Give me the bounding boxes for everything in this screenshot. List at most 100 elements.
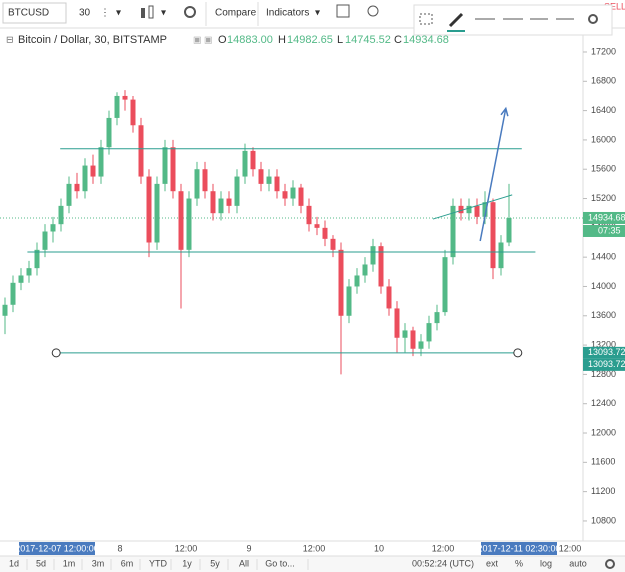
arrow-head	[500, 106, 509, 117]
settings-icon[interactable]	[184, 6, 196, 18]
candle-body	[202, 169, 208, 192]
time-label: 12:00	[303, 543, 326, 553]
candle-body	[466, 205, 472, 214]
candle-body	[154, 183, 160, 243]
legend-c: C	[394, 34, 402, 46]
price-label: 15200	[591, 193, 616, 203]
candle-body	[354, 275, 360, 287]
candle-body	[410, 330, 416, 349]
price-tag: 13093.72	[588, 347, 625, 357]
range-button[interactable]: 1d	[9, 558, 19, 568]
line-handle[interactable]	[513, 348, 523, 358]
candle-body	[266, 176, 272, 184]
sell-button[interactable]: SELL	[604, 1, 625, 11]
candle-body	[498, 242, 504, 269]
time-label: 12:00	[559, 543, 582, 553]
candle-body	[106, 117, 112, 148]
time-label: 9	[246, 543, 251, 553]
candle-body	[346, 286, 352, 316]
candle-body	[226, 198, 232, 206]
candle-body	[178, 191, 184, 250]
bulb-icon[interactable]	[367, 5, 379, 17]
bottom-bar: 1d 5d 1m 3m 6m YTD 1y 5y All Go to... 00:52:24 (UT…	[0, 555, 625, 572]
legend-buttons[interactable]: ▣ ▣	[193, 34, 213, 44]
interval[interactable]: 30	[79, 8, 91, 19]
range-button[interactable]: 5d	[36, 558, 46, 568]
time-label: 12:00	[432, 543, 455, 553]
candle-body	[50, 224, 56, 232]
price-label: 14400	[591, 252, 616, 262]
symbol[interactable]: BTCUSD	[8, 8, 49, 19]
countdown: 07:35	[598, 225, 621, 235]
candle-body	[434, 312, 440, 324]
symbol-box[interactable]	[2, 2, 67, 24]
dropdown[interactable]: ▾	[315, 8, 320, 19]
candle-body	[418, 341, 424, 349]
range-button[interactable]: 1y	[182, 558, 192, 568]
candle-body	[74, 183, 80, 192]
candle-body	[314, 224, 320, 228]
clock: 00:52:24 (UTC)	[412, 558, 474, 568]
candle-body	[10, 282, 16, 305]
candle-body	[394, 308, 400, 338]
candle-body	[426, 323, 432, 342]
option-button[interactable]: %	[515, 558, 523, 568]
candle-body	[146, 176, 152, 243]
settings-icon[interactable]	[605, 559, 615, 569]
candle-body	[194, 169, 200, 199]
candle-body	[506, 217, 512, 243]
range-button[interactable]: 1m	[63, 558, 76, 568]
price-label: 11600	[591, 457, 615, 467]
line-handle[interactable]	[51, 348, 61, 358]
price-tag: 13093.72	[588, 359, 625, 369]
more[interactable]: ⋮	[100, 8, 110, 19]
alert-icon[interactable]	[336, 4, 350, 18]
pen-icon[interactable]	[448, 12, 464, 28]
price-label: 16400	[591, 105, 616, 115]
option-button[interactable]: auto	[569, 558, 587, 568]
range-button[interactable]: YTD	[149, 558, 168, 568]
price-label: 13600	[591, 310, 616, 320]
candle-body	[130, 99, 136, 126]
candle-body	[482, 202, 488, 217]
range-button[interactable]: 3m	[92, 558, 105, 568]
range-button[interactable]: 5y	[210, 558, 220, 568]
candle-body	[330, 238, 336, 250]
candle-body	[242, 150, 248, 177]
range-button[interactable]: Go to...	[265, 558, 295, 568]
candle-icon[interactable]	[141, 5, 154, 19]
candle-body	[34, 249, 40, 269]
arrow-line[interactable]	[479, 108, 507, 242]
legend: ⊟ Bitcoin / Dollar, 30, BITSTAMP ▣ ▣ O 1…	[6, 34, 449, 46]
price-label: 13200	[591, 339, 616, 349]
select-icon[interactable]	[419, 13, 433, 25]
drawing-settings[interactable]	[588, 14, 598, 24]
price-tag-bg	[583, 346, 625, 359]
trend-line[interactable]	[432, 194, 513, 220]
candle-body	[290, 187, 296, 199]
candle-body	[490, 202, 496, 269]
price-tag-bg	[583, 211, 625, 224]
range-button[interactable]: 6m	[121, 558, 134, 568]
candle-body	[162, 147, 168, 184]
dropdown[interactable]: ▾	[161, 8, 166, 19]
range-button[interactable]: All	[239, 558, 249, 568]
legend-icon[interactable]: ⊟	[6, 34, 14, 44]
bottom-bg	[0, 556, 625, 572]
candle-body	[42, 231, 48, 250]
candle-body	[442, 257, 448, 313]
option-button[interactable]: log	[540, 558, 552, 568]
legend-title: Bitcoin / Dollar, 30, BITSTAMP	[18, 34, 167, 46]
compare-button[interactable]: Compare	[215, 8, 257, 19]
dropdown[interactable]: ▾	[116, 8, 121, 19]
candle-body	[234, 176, 240, 206]
candle-body	[82, 165, 88, 192]
candle-body	[322, 227, 328, 239]
candle-body	[186, 198, 192, 250]
candle-body	[274, 176, 280, 192]
indicators-button[interactable]: Indicators	[266, 8, 309, 19]
candle-body	[2, 304, 8, 316]
candle-body	[338, 249, 344, 316]
option-button[interactable]: ext	[486, 558, 499, 568]
